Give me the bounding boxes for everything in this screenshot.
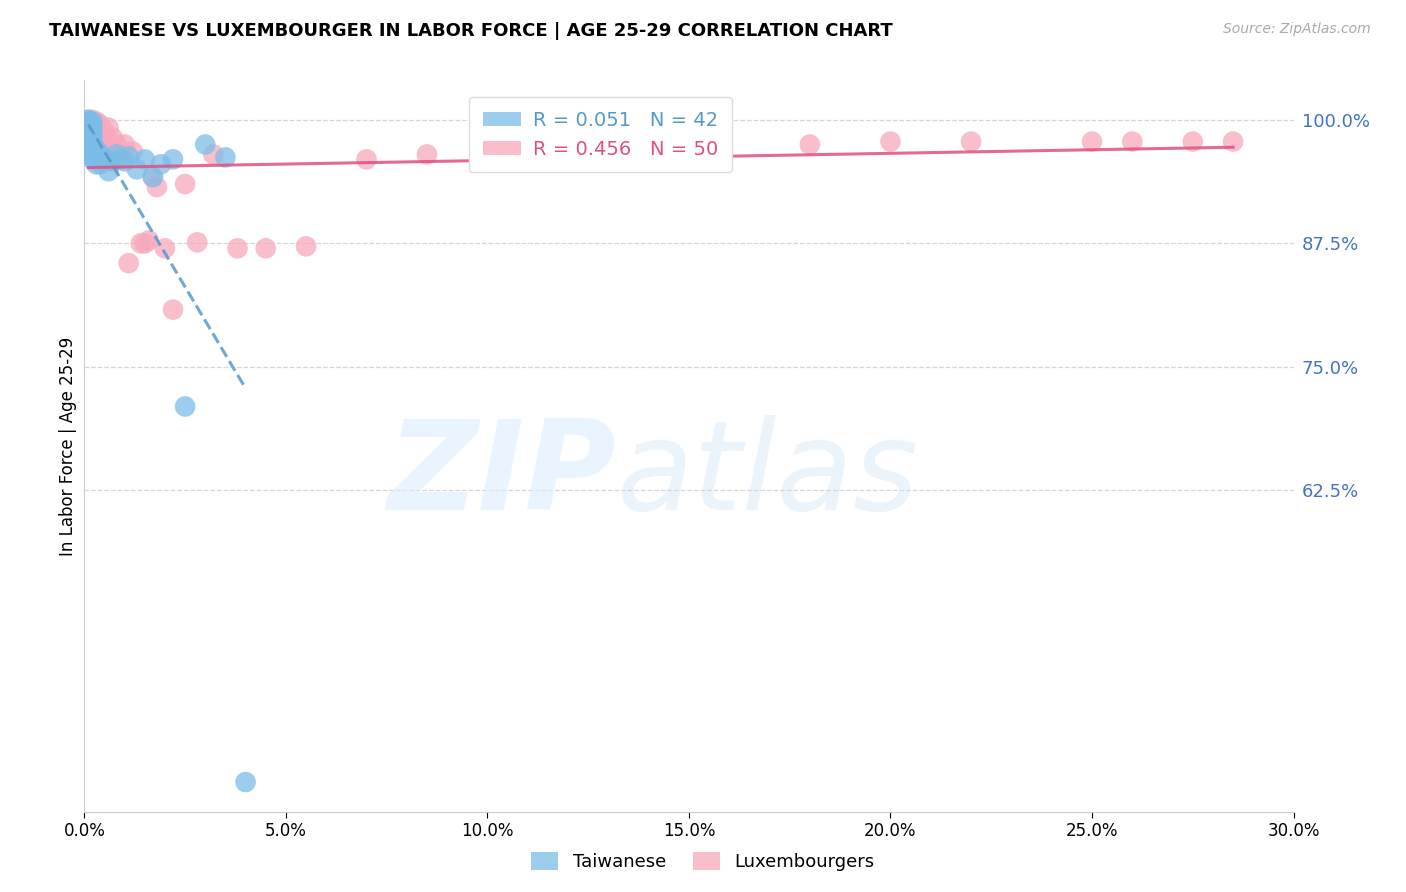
Point [125,162,148,177]
Point [557,135,579,149]
Text: TAIWANESE VS LUXEMBOURGER IN LABOR FORCE | AGE 25-29 CORRELATION CHART: TAIWANESE VS LUXEMBOURGER IN LABOR FORCE… [49,22,893,40]
Point [162,302,184,317]
Point [134,153,156,167]
Point [82,128,104,142]
Point [77,125,100,139]
Point [77,137,100,152]
Point [89,147,111,161]
Point [77,112,100,127]
Point [110,153,132,167]
Point [82,143,104,157]
Point [82,147,104,161]
Point [97,164,120,178]
Point [77,115,100,129]
Point [226,241,249,255]
Point [86,150,108,164]
Point [121,145,143,159]
Point [149,157,172,171]
Point [77,117,100,131]
Point [186,235,208,250]
Point [77,135,100,149]
Point [477,135,499,149]
Point [142,170,165,185]
Point [114,137,136,152]
Point [86,143,108,157]
Point [77,122,100,136]
Point [129,236,152,251]
Point [1222,135,1244,149]
Point [86,115,108,129]
Point [89,157,111,171]
Point [77,125,100,139]
Point [82,132,104,146]
Text: atlas: atlas [616,415,918,536]
Point [1081,135,1104,149]
Point [86,125,108,139]
Point [82,112,104,127]
Y-axis label: In Labor Force | Age 25-29: In Labor Force | Age 25-29 [59,336,77,556]
Point [1121,135,1143,149]
Point [174,177,197,191]
Point [254,241,277,255]
Point [174,400,197,414]
Point [1181,135,1204,149]
Legend: Taiwanese, Luxembourgers: Taiwanese, Luxembourgers [524,845,882,879]
Point [416,147,439,161]
Point [77,120,100,134]
Point [93,125,115,139]
Point [77,128,100,142]
Point [82,118,104,132]
Point [93,153,115,167]
Point [82,130,104,145]
Point [879,135,901,149]
Point [799,137,821,152]
Point [101,154,124,169]
Point [960,135,983,149]
Point [202,147,225,161]
Point [77,130,100,145]
Point [118,256,141,270]
Point [101,143,124,157]
Point [89,135,111,149]
Point [77,137,100,152]
Point [118,149,141,163]
Point [295,239,318,253]
Point [214,150,236,164]
Point [101,130,124,145]
Point [77,143,100,157]
Point [82,122,104,136]
Point [82,122,104,136]
Legend: R = 0.051   N = 42, R = 0.456   N = 50: R = 0.051 N = 42, R = 0.456 N = 50 [470,97,733,172]
Point [110,147,132,161]
Point [142,170,165,185]
Point [97,120,120,135]
Point [77,130,100,145]
Point [105,137,128,152]
Point [77,120,100,134]
Point [138,234,160,248]
Point [146,180,169,194]
Text: Source: ZipAtlas.com: Source: ZipAtlas.com [1223,22,1371,37]
Text: ZIP: ZIP [388,415,616,536]
Point [77,147,100,161]
Point [82,137,104,152]
Point [82,118,104,132]
Point [86,137,108,152]
Point [77,117,100,131]
Point [77,112,100,127]
Point [86,157,108,171]
Point [162,153,184,167]
Point [77,115,100,129]
Point [89,118,111,132]
Point [678,135,700,149]
Point [82,115,104,129]
Point [194,137,217,152]
Point [153,241,176,255]
Point [235,775,257,789]
Point [356,153,378,167]
Point [114,154,136,169]
Point [105,147,128,161]
Point [134,236,156,251]
Point [82,153,104,167]
